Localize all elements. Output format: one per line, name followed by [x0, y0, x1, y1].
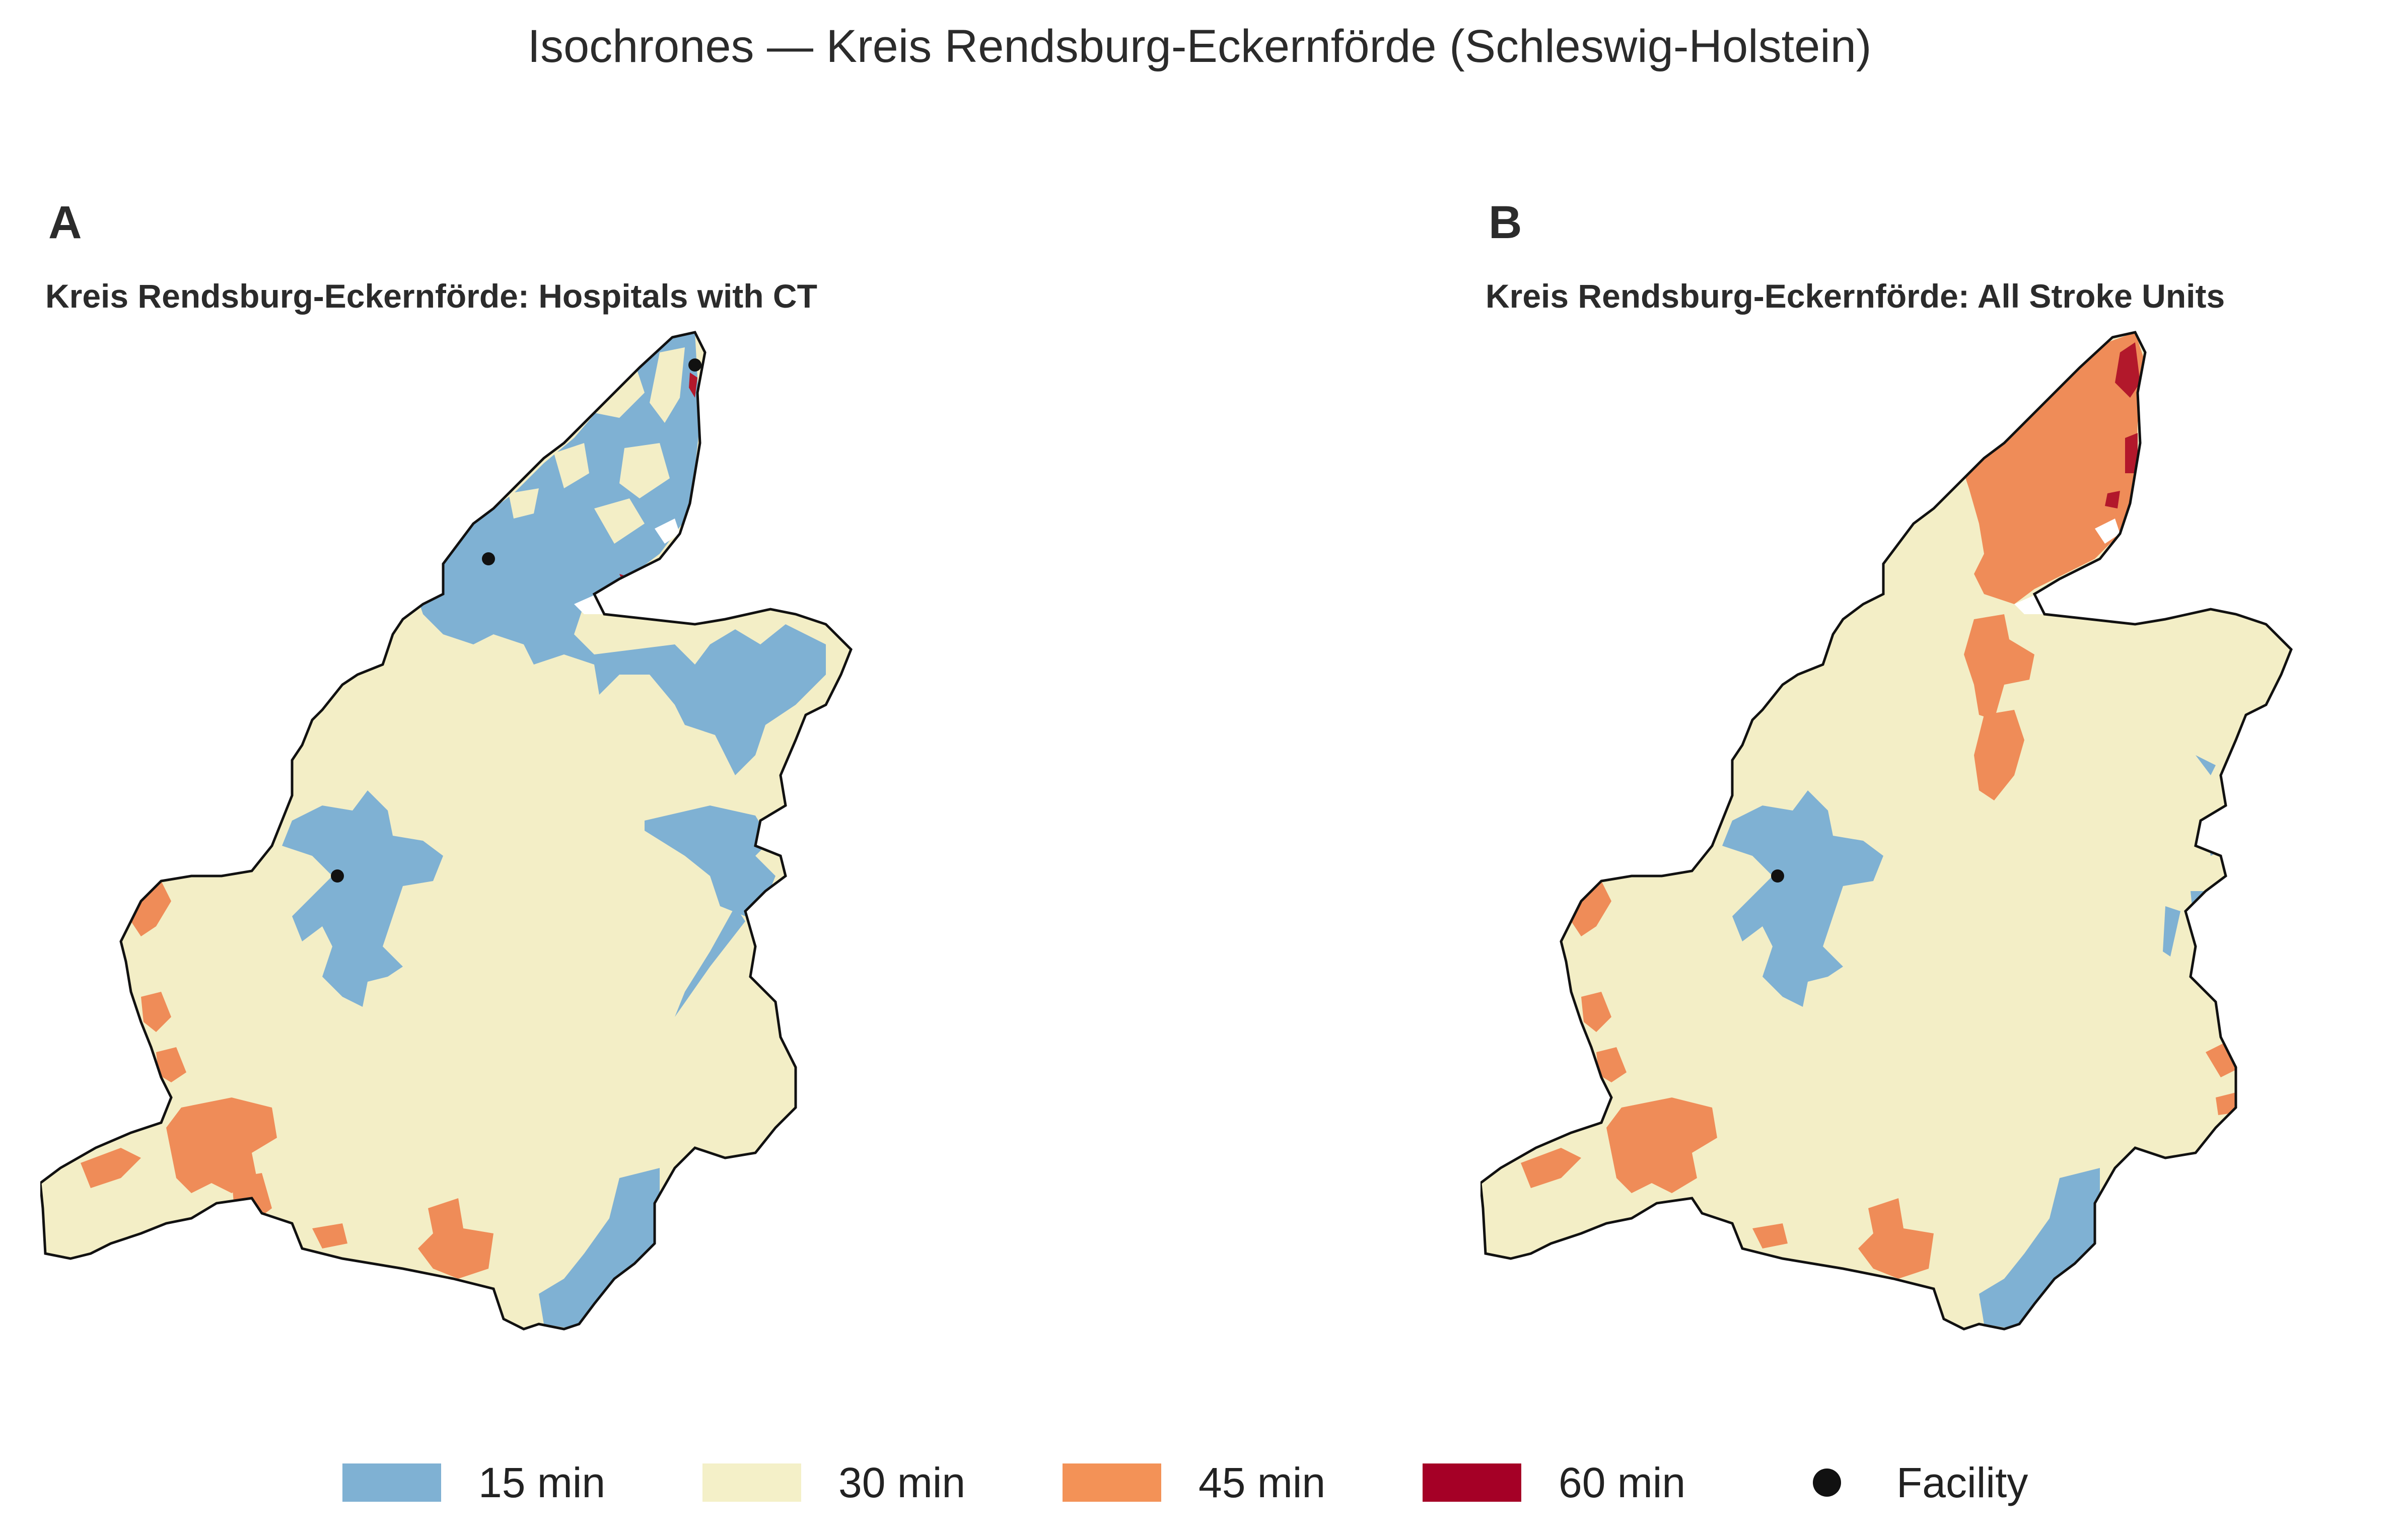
water-area [655, 519, 680, 544]
legend-item-30min: 30 min [702, 1457, 965, 1508]
panel-letter: B [1489, 197, 1522, 248]
zone-45min [1596, 1047, 1627, 1082]
zone-15min-center [1722, 790, 1883, 1007]
zone-15min-north [413, 332, 826, 775]
zone-30min [1480, 332, 2291, 1329]
zone-15min-center [282, 790, 443, 1007]
zone-60min [2125, 433, 2138, 473]
district-boundary [1480, 331, 2293, 1331]
legend-swatch [1063, 1463, 1161, 1502]
zone-30min-island [554, 443, 589, 488]
zone-30min-island [509, 488, 539, 519]
legend-item-60min: 60 min [1423, 1457, 1685, 1508]
water-area [574, 544, 695, 614]
zone-60min [2115, 342, 2140, 398]
zone-45min [1964, 614, 2034, 720]
zone-15min [2196, 755, 2216, 775]
zone-45min [2216, 1092, 2236, 1115]
zone-45min [156, 1047, 186, 1082]
legend-label: 30 min [838, 1458, 966, 1506]
zone-30min-island [619, 443, 670, 498]
zone-45min [1752, 1223, 1788, 1249]
figure-title: Isochrones — Kreis Rendsburg-Eckernförde… [527, 21, 1872, 72]
legend-item-15min: 15 min [342, 1457, 605, 1508]
panel-letter: A [48, 197, 82, 248]
legend-swatch [702, 1463, 801, 1502]
zone-30min [40, 332, 851, 1329]
zone-15min-south [539, 1168, 670, 1329]
water-area [2095, 519, 2120, 544]
legend-label: 45 min [1198, 1458, 1326, 1506]
panel-subtitle: Kreis Rendsburg-Eckernförde: All Stroke … [1486, 277, 2225, 315]
zone-60min [689, 373, 697, 398]
district-boundary [40, 331, 853, 1331]
facility-legend-icon [1813, 1469, 1841, 1497]
legend: 15 min 30 min 45 min 60 min Facility [0, 1447, 2399, 1518]
facility-marker [1771, 869, 1784, 883]
zone-15min-east [645, 805, 775, 916]
zone-45min [141, 992, 171, 1032]
zone-30min-island [594, 498, 645, 544]
legend-swatch [1423, 1463, 1521, 1502]
legend-label: 15 min [478, 1458, 606, 1506]
water-area [2014, 544, 2135, 614]
legend-item-facility: Facility [1783, 1457, 2028, 1508]
zone-45min [1521, 1148, 1581, 1188]
panel-b: B Kreis Rendsburg-Eckernförde: All Strok… [1480, 196, 2399, 1445]
zone-45min [1974, 710, 2024, 800]
zone-45min [81, 1148, 141, 1188]
zone-45min [1606, 1097, 1717, 1193]
legend-label: 60 min [1559, 1458, 1686, 1506]
legend-item-45min: 45 min [1063, 1457, 1325, 1508]
zone-45min [312, 1223, 347, 1249]
facility-marker [688, 358, 701, 372]
zone-45min [1581, 992, 1611, 1032]
isochrone-map-a [40, 331, 853, 1331]
zone-60min [2105, 491, 2120, 508]
facility-marker [331, 869, 344, 883]
panel-subtitle: Kreis Rendsburg-Eckernförde: Hospitals w… [45, 277, 817, 315]
zone-30min-island [650, 347, 685, 423]
zone-45min [1858, 1198, 1934, 1279]
zone-45min [166, 1097, 277, 1193]
zone-15min-south [1979, 1168, 2110, 1329]
zone-15min [2163, 906, 2180, 957]
zone-45min [418, 1198, 493, 1279]
zone-15min-east-channel [675, 906, 745, 1017]
legend-swatch [342, 1463, 441, 1502]
isochrone-map-b [1480, 331, 2293, 1331]
legend-label: Facility [1896, 1458, 2028, 1506]
facility-marker [482, 552, 495, 565]
panel-a: A Kreis Rendsburg-Eckernförde: Hospitals… [40, 196, 1198, 1445]
